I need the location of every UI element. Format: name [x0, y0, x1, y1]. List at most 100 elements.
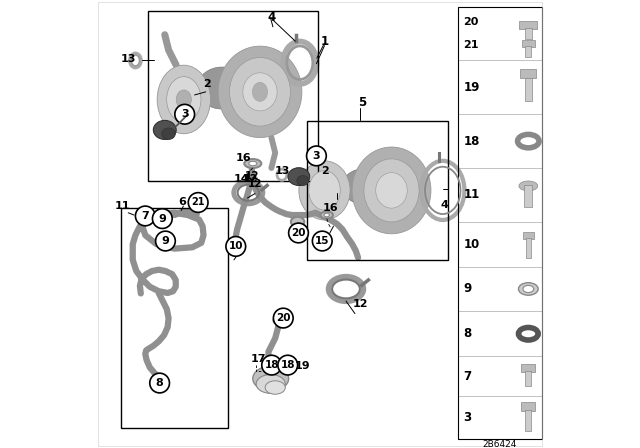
- Text: 3: 3: [312, 151, 320, 161]
- Text: 14: 14: [234, 174, 250, 184]
- Circle shape: [136, 206, 155, 226]
- Ellipse shape: [256, 375, 285, 393]
- Bar: [525, 28, 532, 39]
- Ellipse shape: [352, 147, 431, 234]
- Text: 2: 2: [204, 79, 211, 89]
- Circle shape: [150, 373, 170, 393]
- Text: 2: 2: [321, 166, 329, 176]
- Bar: [521, 401, 536, 410]
- Ellipse shape: [342, 169, 385, 204]
- Text: 18: 18: [264, 360, 279, 370]
- Circle shape: [289, 223, 308, 243]
- Text: 7: 7: [141, 211, 149, 221]
- Text: 18: 18: [463, 134, 480, 148]
- Text: 21: 21: [463, 40, 479, 50]
- Bar: [523, 232, 534, 239]
- Circle shape: [156, 231, 175, 251]
- Ellipse shape: [518, 283, 538, 295]
- Ellipse shape: [288, 168, 310, 185]
- Text: 15: 15: [315, 236, 330, 246]
- Ellipse shape: [364, 159, 419, 222]
- Ellipse shape: [253, 366, 289, 391]
- Text: 19: 19: [463, 81, 480, 94]
- Ellipse shape: [519, 181, 538, 191]
- Ellipse shape: [157, 65, 211, 134]
- Bar: [521, 364, 536, 372]
- Ellipse shape: [299, 161, 350, 220]
- Text: 12: 12: [243, 174, 259, 184]
- Circle shape: [188, 193, 208, 212]
- Text: 9: 9: [161, 236, 170, 246]
- Ellipse shape: [176, 90, 191, 109]
- Text: 12: 12: [248, 179, 262, 189]
- Text: 13: 13: [274, 166, 290, 176]
- Text: 3: 3: [463, 411, 472, 424]
- Circle shape: [152, 209, 172, 228]
- Ellipse shape: [218, 46, 302, 138]
- Text: 13: 13: [121, 54, 136, 64]
- Text: 20: 20: [463, 17, 479, 27]
- Circle shape: [226, 237, 246, 256]
- Bar: [458, 7, 541, 439]
- Circle shape: [175, 104, 195, 124]
- Text: 3: 3: [181, 109, 189, 119]
- Ellipse shape: [154, 121, 176, 139]
- Text: 20: 20: [276, 313, 291, 323]
- Text: 21: 21: [191, 198, 205, 207]
- Bar: [525, 409, 531, 431]
- Text: 4: 4: [440, 200, 449, 210]
- Ellipse shape: [252, 82, 268, 101]
- Ellipse shape: [321, 211, 333, 219]
- Text: 18: 18: [280, 360, 295, 370]
- Text: 1: 1: [321, 34, 328, 48]
- Circle shape: [278, 355, 298, 375]
- Bar: [120, 208, 228, 428]
- Text: 5: 5: [358, 95, 367, 109]
- Bar: [522, 40, 534, 47]
- Ellipse shape: [291, 217, 305, 227]
- Text: 9: 9: [158, 214, 166, 224]
- Bar: [525, 371, 531, 386]
- Text: 16: 16: [236, 153, 252, 163]
- Bar: [307, 121, 448, 260]
- Ellipse shape: [297, 176, 308, 185]
- Ellipse shape: [523, 285, 534, 293]
- Bar: [147, 11, 317, 181]
- Ellipse shape: [376, 172, 407, 208]
- Text: 10: 10: [463, 237, 479, 251]
- Ellipse shape: [308, 171, 340, 210]
- Bar: [525, 78, 532, 101]
- Bar: [525, 46, 531, 57]
- Text: 20: 20: [291, 228, 306, 238]
- Ellipse shape: [244, 159, 261, 168]
- Ellipse shape: [162, 128, 175, 139]
- Text: 10: 10: [228, 241, 243, 251]
- Text: 8: 8: [156, 378, 163, 388]
- Ellipse shape: [265, 381, 285, 394]
- Circle shape: [273, 308, 293, 328]
- Text: 8: 8: [463, 327, 472, 340]
- Ellipse shape: [249, 161, 257, 166]
- Ellipse shape: [166, 77, 201, 122]
- Ellipse shape: [273, 316, 286, 324]
- Text: 4: 4: [268, 11, 276, 25]
- Text: 19: 19: [295, 361, 311, 371]
- Text: 7: 7: [463, 370, 472, 383]
- Text: 6: 6: [178, 198, 186, 207]
- Text: 16: 16: [323, 203, 339, 213]
- Bar: [526, 238, 531, 258]
- Text: 11: 11: [114, 201, 130, 211]
- Bar: [520, 69, 536, 78]
- Text: 12: 12: [244, 171, 259, 181]
- Circle shape: [307, 146, 326, 166]
- Ellipse shape: [324, 213, 330, 217]
- Bar: [519, 21, 538, 29]
- Ellipse shape: [197, 67, 246, 109]
- Circle shape: [312, 231, 332, 251]
- Text: 17: 17: [250, 354, 266, 364]
- Text: 2B6424: 2B6424: [483, 440, 517, 448]
- Bar: [524, 185, 532, 207]
- Text: 12: 12: [353, 299, 368, 309]
- Text: 11: 11: [463, 188, 479, 202]
- Ellipse shape: [243, 73, 277, 111]
